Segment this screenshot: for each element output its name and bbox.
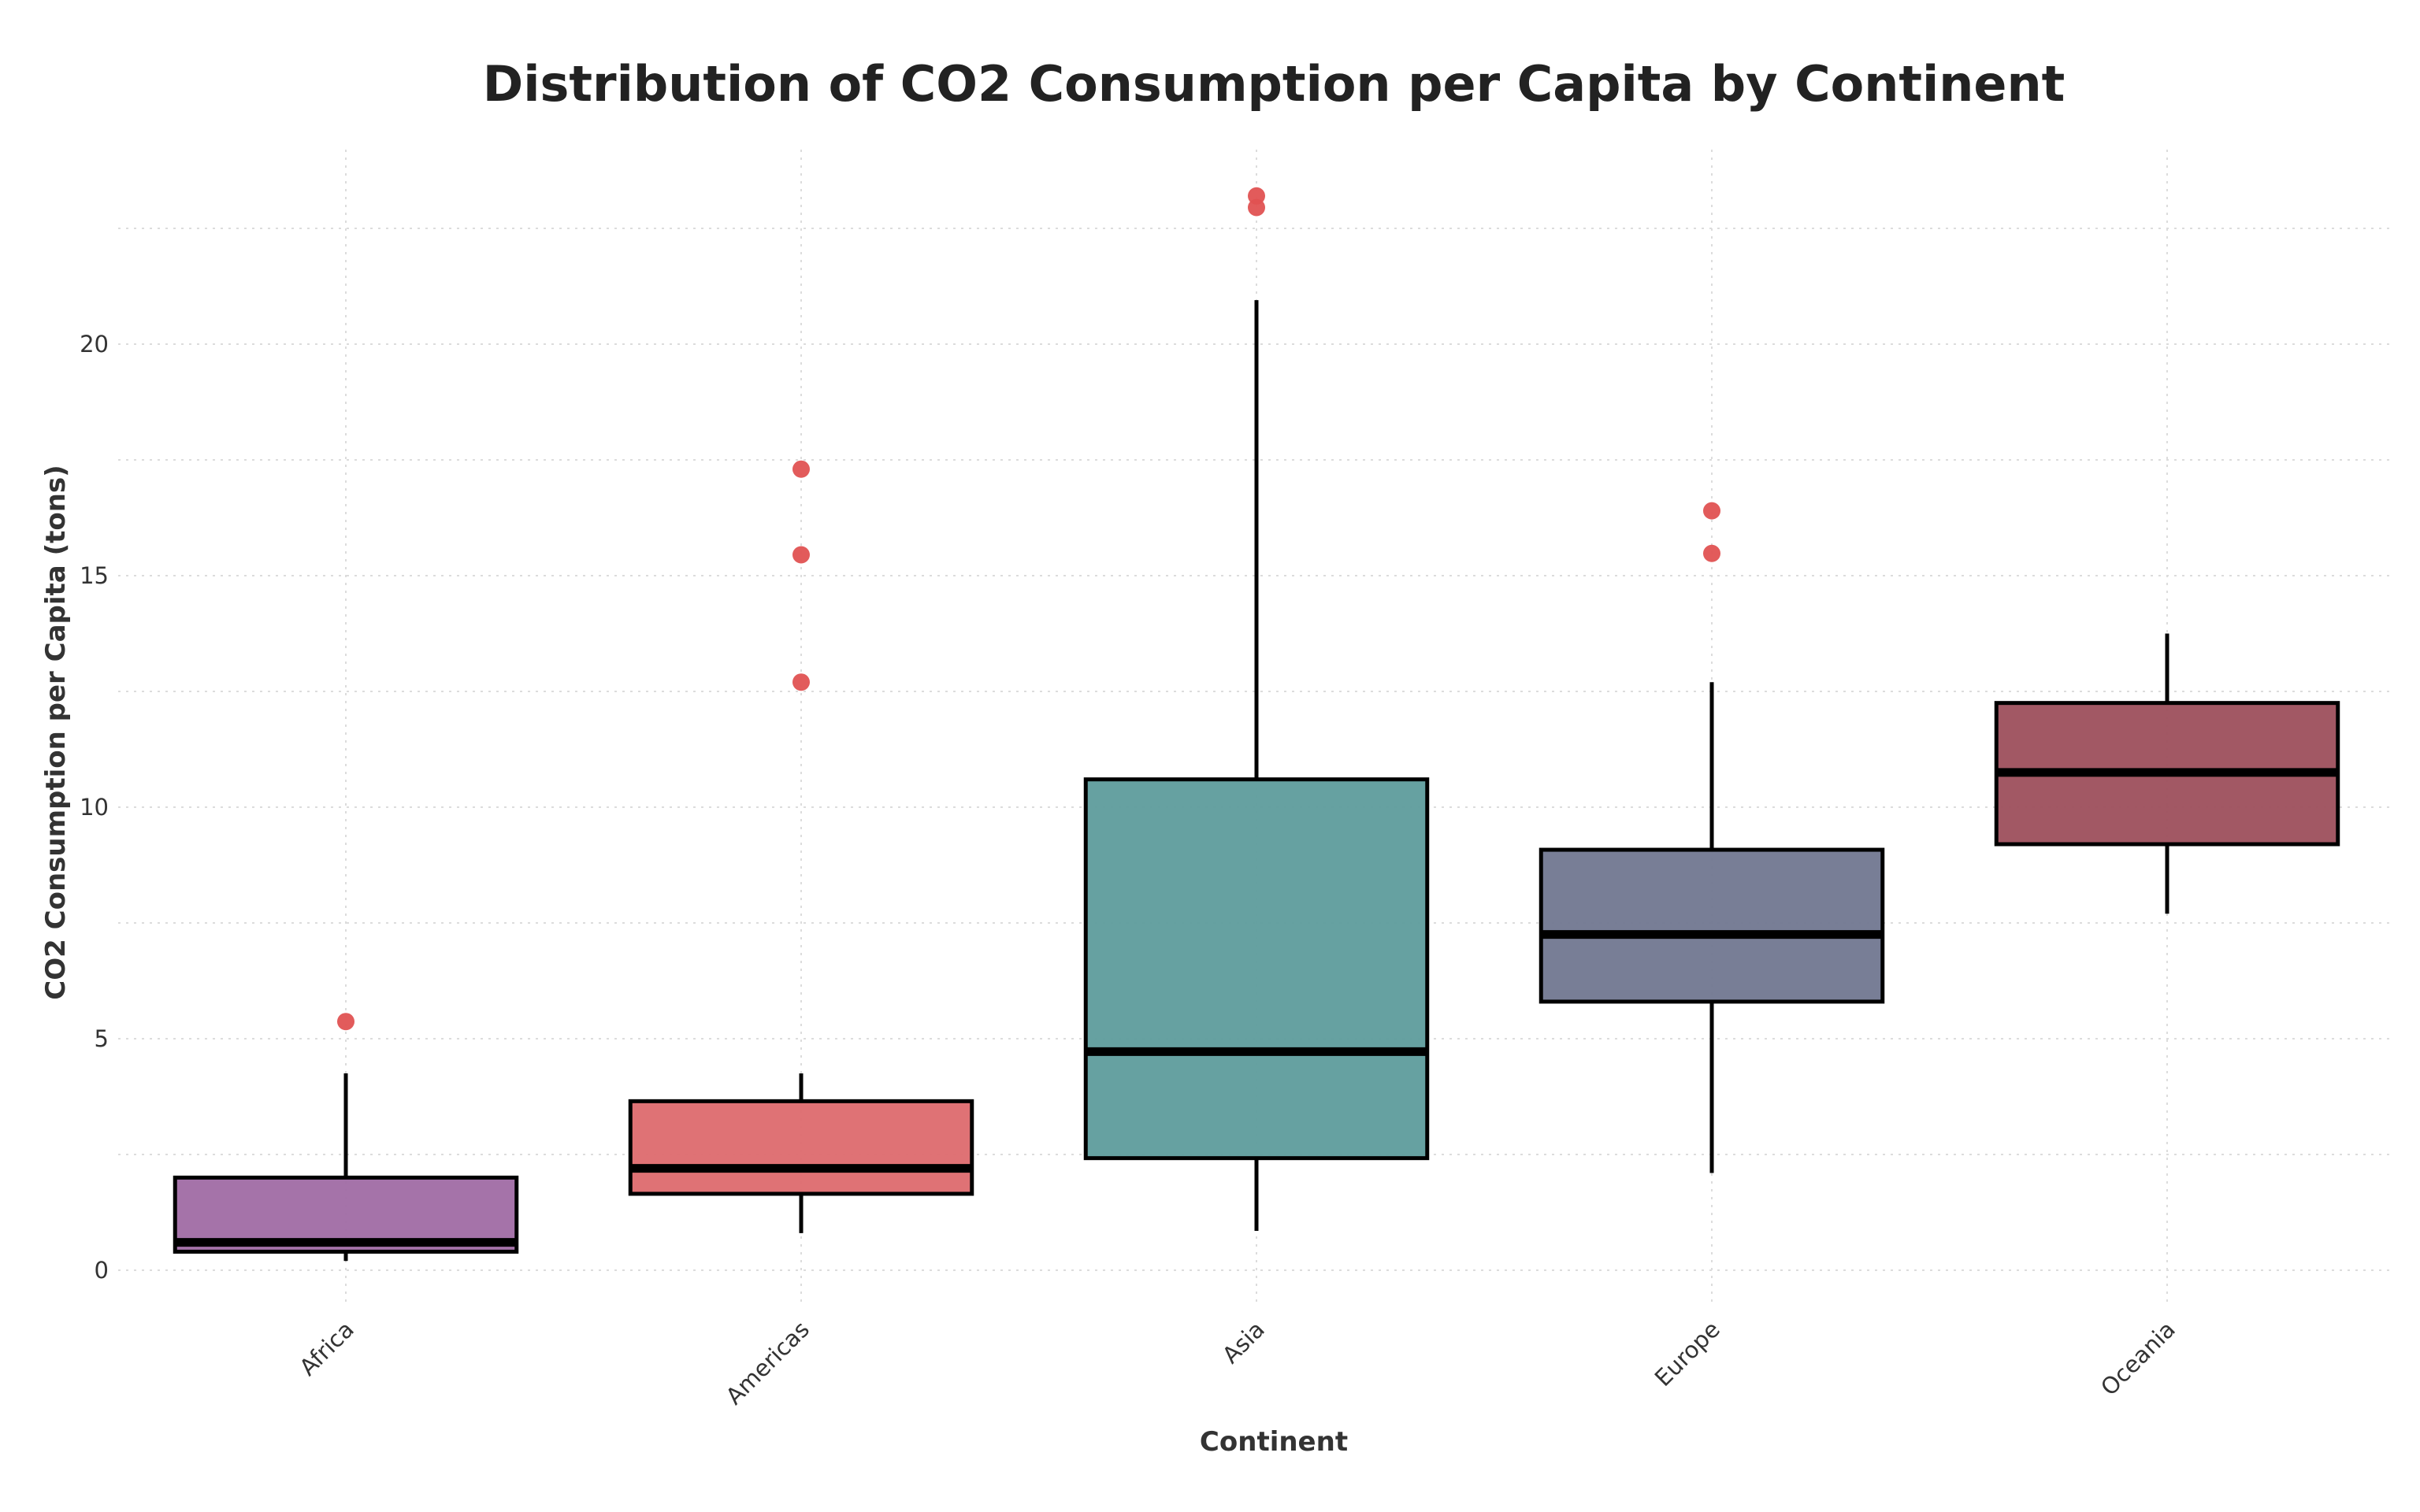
outlier-point xyxy=(792,460,810,478)
boxes xyxy=(173,300,2340,1262)
y-axis-ticks: 0 5 10 15 20 xyxy=(80,331,109,1284)
iqr-box xyxy=(1538,847,1885,1004)
iqr-box xyxy=(1083,777,1430,1161)
y-tick-label: 5 xyxy=(95,1025,109,1052)
chart-title: Distribution of CO2 Consumption per Capi… xyxy=(483,55,2065,113)
grid xyxy=(118,150,2395,1307)
iqr-box xyxy=(628,1099,974,1196)
box-oceania xyxy=(1994,633,2340,914)
y-tick-label: 10 xyxy=(80,794,109,821)
x-tick-label: Oceania xyxy=(2095,1316,2181,1401)
box-europe xyxy=(1538,682,1885,1173)
outlier-point xyxy=(1703,502,1720,520)
box-americas xyxy=(628,1073,974,1233)
outlier-point xyxy=(792,546,810,564)
outlier-point xyxy=(337,1013,354,1031)
outlier-point xyxy=(1703,544,1720,562)
x-tick-label: Europe xyxy=(1650,1316,1725,1392)
x-tick-label: Asia xyxy=(1217,1316,1270,1369)
x-axis-ticks: Africa Americas Asia Europe Oceania xyxy=(294,1316,2181,1410)
outlier-point xyxy=(792,673,810,691)
box-asia xyxy=(1083,300,1430,1231)
y-tick-label: 0 xyxy=(95,1257,109,1284)
outlier-point xyxy=(1248,187,1265,205)
y-tick-label: 15 xyxy=(80,562,109,589)
x-axis-label: Continent xyxy=(1200,1426,1348,1458)
box-africa xyxy=(173,1073,519,1262)
outliers xyxy=(337,187,1720,1031)
x-tick-label: Africa xyxy=(294,1316,359,1381)
y-axis-label: CO2 Consumption per Capita (tons) xyxy=(40,465,72,999)
y-tick-label: 20 xyxy=(80,331,109,358)
x-tick-label: Americas xyxy=(721,1316,815,1410)
